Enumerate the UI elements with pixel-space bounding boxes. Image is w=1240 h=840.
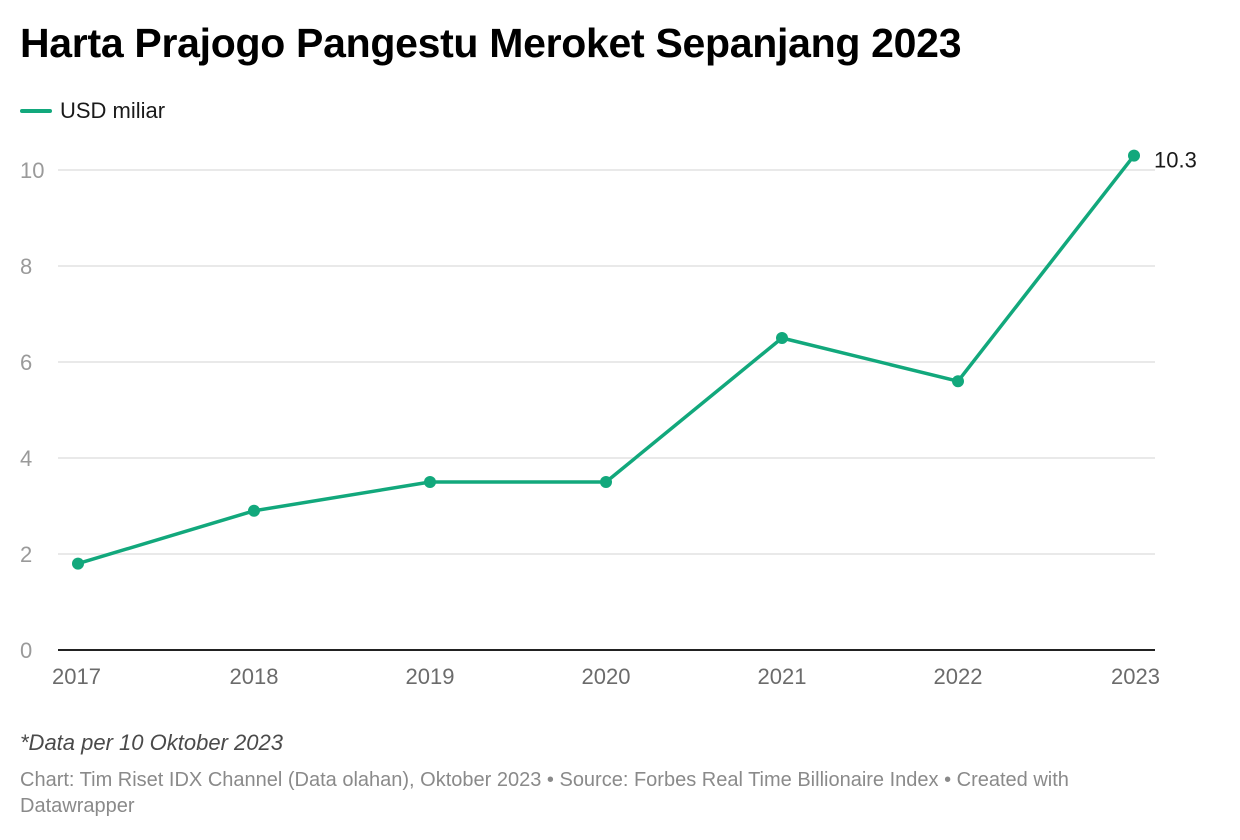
legend-swatch xyxy=(20,109,52,113)
x-tick-label: 2019 xyxy=(406,664,455,689)
data-point xyxy=(1128,149,1140,162)
series-line xyxy=(76,153,1136,566)
x-tick-label: 2023 xyxy=(1111,664,1160,689)
data-label: 10.3 xyxy=(1154,148,1197,173)
x-tick-label: 2020 xyxy=(582,664,631,689)
data-note: *Data per 10 Oktober 2023 xyxy=(20,730,283,755)
y-tick-label: 2 xyxy=(20,542,32,567)
data-point xyxy=(776,332,788,344)
data-point xyxy=(952,375,964,388)
y-tick-label: 4 xyxy=(20,446,32,471)
x-tick-label: 2018 xyxy=(230,664,279,689)
data-point xyxy=(72,557,84,570)
data-point xyxy=(424,476,436,488)
line-chart: 0 2 4 6 8 10 2017 2018 2019 2020 2021 2022 2023 10.3 xyxy=(20,148,1197,689)
legend: USD miliar xyxy=(20,98,165,124)
x-tick-label: 2017 xyxy=(52,664,101,689)
x-tick-label: 2021 xyxy=(758,664,807,689)
y-tick-label: 0 xyxy=(20,638,32,663)
y-tick-label: 8 xyxy=(20,254,32,279)
legend-label: USD miliar xyxy=(60,98,166,123)
data-point xyxy=(600,476,612,488)
chart-title: Harta Prajogo Pangestu Meroket Sepanjang… xyxy=(20,20,962,66)
chart-footer: Chart: Tim Riset IDX Channel (Data olaha… xyxy=(20,769,1069,817)
data-point xyxy=(248,504,260,517)
x-tick-label: 2022 xyxy=(934,664,983,689)
y-tick-label: 10 xyxy=(20,158,44,183)
y-tick-label: 6 xyxy=(20,350,32,375)
